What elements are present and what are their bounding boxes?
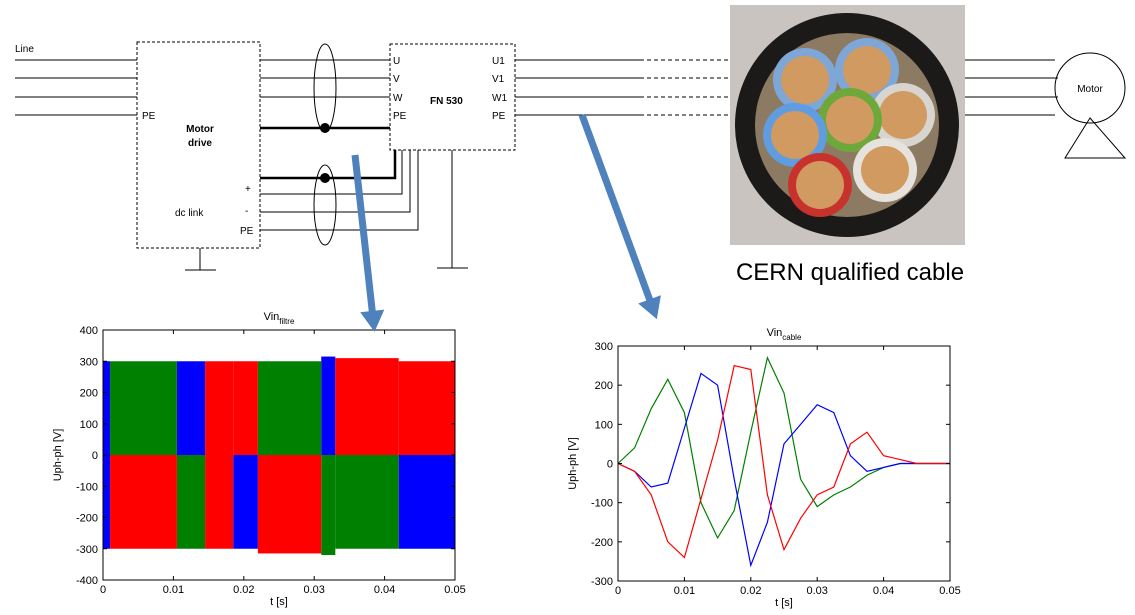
band [205, 361, 234, 455]
label: Motor [186, 124, 214, 135]
x-tick-label: 0.02 [233, 584, 254, 596]
label: - [245, 206, 248, 217]
arrow-head [638, 295, 661, 320]
y-tick-label: 200 [80, 388, 98, 400]
y-tick-label: -200 [76, 513, 98, 525]
x-tick-label: 0.03 [303, 584, 324, 596]
drive-box [136, 41, 261, 249]
band [233, 361, 258, 455]
title-main: Vin [767, 327, 783, 339]
band [176, 455, 206, 549]
label: Motor [1077, 84, 1103, 95]
y-axis-label: Uph-ph [V] [567, 437, 579, 490]
band [335, 455, 399, 549]
arrow [351, 154, 377, 319]
x-tick-label: 0 [615, 585, 621, 597]
label: U [393, 56, 400, 67]
x-tick-label: 0 [100, 584, 106, 596]
wiring [15, 41, 1127, 271]
label: W [393, 93, 403, 104]
label: PE [240, 226, 254, 237]
band [233, 455, 258, 549]
band [176, 361, 206, 455]
chart-title: Vinfiltre [264, 311, 295, 326]
label: dc link [175, 208, 204, 219]
band [110, 361, 177, 455]
line [617, 364, 950, 559]
label: PE [393, 111, 407, 122]
band [103, 455, 111, 549]
band [398, 455, 455, 549]
y-tick-label: -200 [591, 537, 613, 549]
label: W1 [492, 93, 507, 104]
label: FN 530 [430, 96, 463, 107]
y-tick-label: 0 [607, 459, 613, 471]
title-subscript: filtre [279, 317, 295, 326]
band [257, 361, 322, 455]
band [398, 361, 455, 455]
band [110, 455, 177, 549]
label: PE [492, 111, 506, 122]
y-tick-label: 0 [92, 450, 98, 462]
label: Line [15, 44, 34, 55]
y-tick-label: -100 [591, 498, 613, 510]
x-tick-label: 0.01 [674, 585, 695, 597]
label: PE [142, 111, 156, 122]
y-tick-label: 400 [80, 325, 98, 337]
title-subscript: cable [782, 333, 802, 342]
y-tick-label: -100 [76, 481, 98, 493]
x-axis-label: t [s] [270, 596, 288, 608]
band [335, 358, 399, 455]
y-tick-label: 200 [595, 380, 613, 392]
y-tick-label: -400 [76, 575, 98, 587]
line [617, 372, 950, 568]
x-tick-label: 0.02 [740, 585, 761, 597]
x-tick-label: 0.03 [806, 585, 827, 597]
band [205, 455, 234, 549]
label: V1 [492, 74, 505, 85]
x-tick-label: 0.05 [939, 585, 960, 597]
y-tick-label: 300 [595, 341, 613, 353]
arrow [578, 113, 656, 308]
y-tick-label: 100 [595, 419, 613, 431]
x-tick-label: 0.04 [873, 585, 894, 597]
band [321, 455, 336, 555]
y-tick-label: -300 [76, 544, 98, 556]
label: + [245, 184, 251, 195]
label: drive [188, 138, 212, 149]
y-tick-label: 300 [80, 356, 98, 368]
label: V [393, 74, 400, 85]
cable-photo [730, 5, 965, 245]
arrow-head [360, 309, 385, 332]
y-axis-label: Uph-ph [V] [52, 429, 64, 482]
y-tick-label: -300 [591, 576, 613, 588]
band [103, 361, 111, 455]
y-tick-label: 100 [80, 419, 98, 431]
title-main: Vin [264, 311, 280, 323]
band [257, 455, 322, 554]
x-tick-label: 0.04 [374, 584, 395, 596]
chart-title: Vincable [767, 327, 802, 342]
x-tick-label: 0.05 [444, 584, 465, 596]
x-tick-label: 0.01 [163, 584, 184, 596]
x-axis-label: t [s] [775, 597, 793, 609]
label: U1 [492, 56, 505, 67]
caption: CERN qualified cable [736, 259, 964, 286]
band [321, 356, 336, 455]
